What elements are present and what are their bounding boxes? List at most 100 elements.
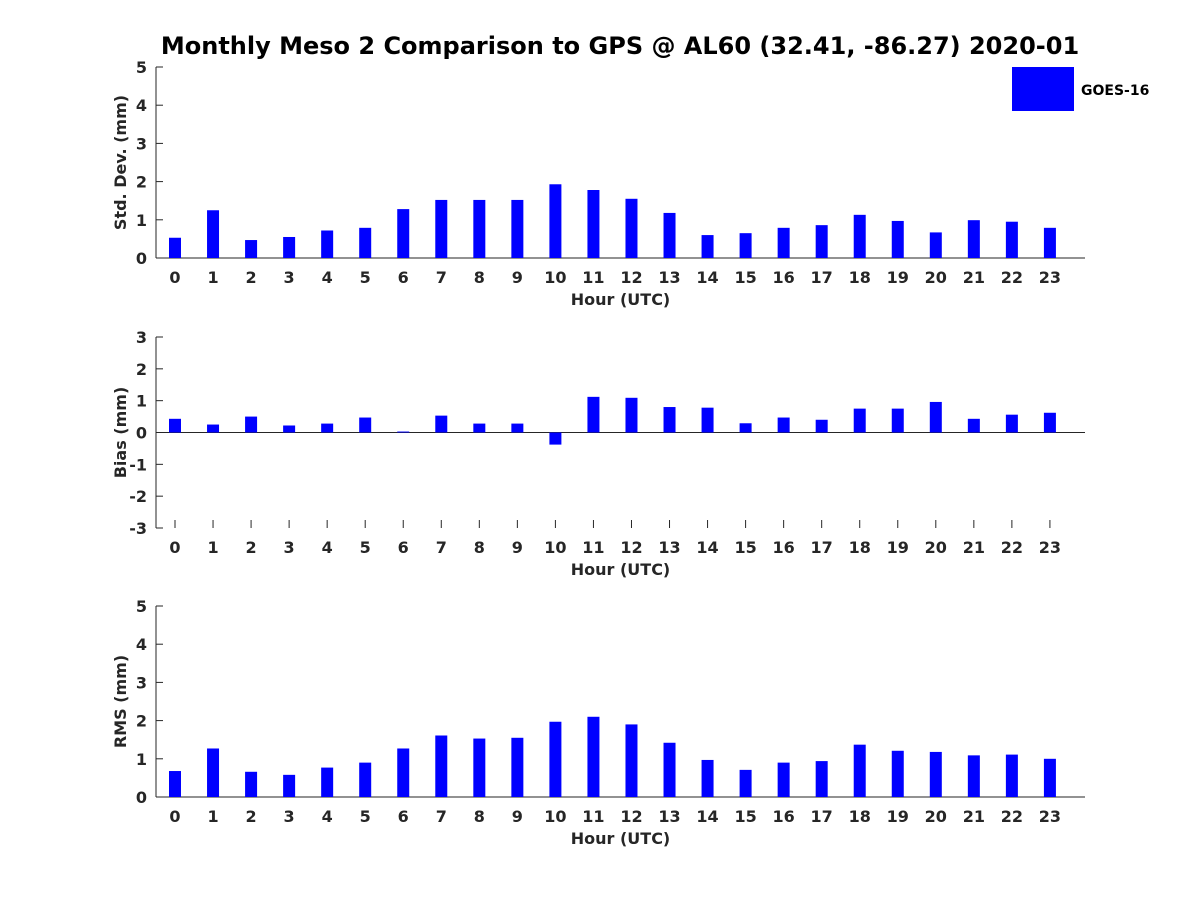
x-tick-label: 2 (246, 807, 257, 826)
x-tick-label: 8 (474, 807, 485, 826)
bar (321, 767, 334, 797)
bar (853, 744, 866, 797)
y-tick-label: 1 (136, 392, 147, 411)
x-tick-label: 10 (544, 807, 566, 826)
x-tick-label: 22 (1001, 538, 1023, 557)
bar (853, 214, 866, 258)
bar (549, 721, 562, 797)
y-tick-label: 3 (136, 134, 147, 153)
y-tick-label: 2 (136, 173, 147, 192)
x-tick-label: 10 (544, 538, 566, 557)
bar (815, 225, 828, 258)
y-tick-label: 5 (136, 597, 147, 616)
x-tick-label: 14 (696, 538, 718, 557)
bar (625, 397, 638, 433)
bar (891, 750, 904, 797)
x-tick-label: 0 (169, 268, 180, 287)
x-tick-label: 18 (849, 268, 871, 287)
x-axis-label: Hour (UTC) (571, 560, 671, 579)
bar (1005, 221, 1018, 258)
x-tick-label: 21 (963, 268, 985, 287)
y-tick-label: -3 (129, 519, 147, 538)
bar (283, 236, 296, 258)
x-tick-label: 0 (169, 538, 180, 557)
x-tick-label: 17 (811, 538, 833, 557)
bar (1005, 414, 1018, 433)
x-tick-label: 14 (696, 807, 718, 826)
y-axis-label: Bias (mm) (111, 387, 130, 479)
bar (663, 742, 676, 797)
bar (1043, 227, 1056, 258)
y-tick-label: 3 (136, 328, 147, 347)
bar (473, 738, 486, 797)
bar (1043, 758, 1056, 797)
x-tick-label: 14 (696, 268, 718, 287)
bar (625, 198, 638, 258)
x-tick-label: 4 (322, 538, 333, 557)
bar (511, 423, 524, 433)
x-tick-label: 21 (963, 538, 985, 557)
bar (435, 735, 448, 797)
x-tick-label: 4 (322, 807, 333, 826)
bar (473, 199, 486, 258)
x-tick-label: 13 (658, 807, 680, 826)
bar (625, 724, 638, 797)
bar (359, 227, 372, 258)
y-tick-label: 5 (136, 58, 147, 77)
x-tick-label: 20 (925, 807, 947, 826)
x-tick-label: 19 (887, 268, 909, 287)
x-tick-label: 5 (360, 807, 371, 826)
bar (929, 401, 942, 433)
bar (283, 774, 296, 797)
legend-swatch (1012, 67, 1074, 111)
bar (549, 184, 562, 258)
x-tick-label: 13 (658, 538, 680, 557)
x-tick-label: 15 (734, 807, 756, 826)
x-tick-label: 4 (322, 268, 333, 287)
x-tick-label: 7 (436, 268, 447, 287)
x-tick-label: 9 (512, 807, 523, 826)
x-tick-label: 16 (773, 268, 795, 287)
x-tick-label: 23 (1039, 268, 1061, 287)
bar (169, 771, 181, 797)
x-tick-label: 23 (1039, 538, 1061, 557)
legend: GOES-16 (1012, 67, 1149, 111)
x-tick-label: 3 (284, 538, 295, 557)
x-axis-label: Hour (UTC) (571, 290, 671, 309)
y-tick-label: 1 (136, 750, 147, 769)
y-tick-label: 2 (136, 712, 147, 731)
y-tick-label: 1 (136, 211, 147, 230)
legend-label: GOES-16 (1081, 83, 1149, 99)
bar (891, 408, 904, 433)
bar (245, 771, 258, 797)
bar (815, 419, 828, 433)
x-tick-label: 20 (925, 538, 947, 557)
x-tick-label: 7 (436, 538, 447, 557)
x-tick-label: 1 (207, 807, 218, 826)
bar (777, 227, 790, 258)
x-tick-label: 9 (512, 538, 523, 557)
bar (207, 424, 220, 433)
bar (929, 751, 942, 797)
bar (473, 423, 486, 433)
bar (739, 423, 752, 433)
bar (967, 220, 980, 258)
x-tick-label: 6 (398, 807, 409, 826)
bar (549, 432, 562, 445)
bar (359, 762, 372, 797)
bar (739, 769, 752, 797)
bar (1043, 412, 1056, 433)
bar (587, 190, 600, 258)
bar (967, 418, 980, 433)
bar (511, 199, 524, 258)
x-tick-label: 16 (773, 807, 795, 826)
x-tick-label: 19 (887, 807, 909, 826)
x-tick-label: 18 (849, 538, 871, 557)
x-tick-label: 11 (582, 807, 604, 826)
x-tick-label: 12 (620, 538, 642, 557)
y-tick-label: 3 (136, 673, 147, 692)
